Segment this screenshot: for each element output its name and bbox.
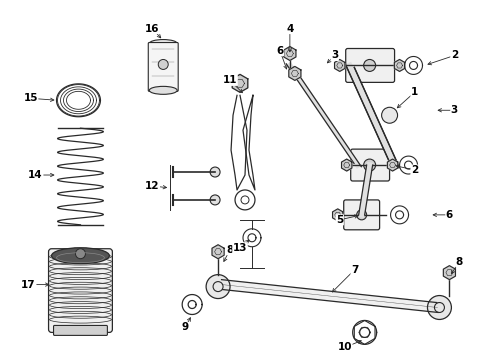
Text: 16: 16 xyxy=(145,24,159,33)
Text: 9: 9 xyxy=(181,323,188,332)
Text: 6: 6 xyxy=(276,45,283,55)
Polygon shape xyxy=(221,280,437,312)
Circle shape xyxy=(381,107,397,123)
Circle shape xyxy=(363,59,375,71)
Circle shape xyxy=(158,59,168,69)
Text: 7: 7 xyxy=(350,265,358,275)
Polygon shape xyxy=(341,159,351,171)
Text: 2: 2 xyxy=(410,165,417,175)
Text: 14: 14 xyxy=(28,170,43,180)
Polygon shape xyxy=(332,209,342,221)
Polygon shape xyxy=(334,59,344,71)
Text: 13: 13 xyxy=(232,243,247,253)
Polygon shape xyxy=(443,266,454,280)
Text: 11: 11 xyxy=(223,75,237,85)
FancyBboxPatch shape xyxy=(345,49,394,82)
Text: 1: 1 xyxy=(410,87,417,97)
FancyBboxPatch shape xyxy=(53,325,107,336)
Circle shape xyxy=(75,249,85,259)
FancyBboxPatch shape xyxy=(48,249,112,332)
Text: 12: 12 xyxy=(145,181,159,191)
Circle shape xyxy=(210,195,220,205)
FancyBboxPatch shape xyxy=(350,149,389,181)
Text: 6: 6 xyxy=(445,210,452,220)
Circle shape xyxy=(210,167,220,177)
Ellipse shape xyxy=(149,86,177,94)
Text: 10: 10 xyxy=(337,342,351,352)
Polygon shape xyxy=(386,159,397,171)
Text: 15: 15 xyxy=(23,93,38,103)
Circle shape xyxy=(427,296,450,319)
Ellipse shape xyxy=(51,248,109,264)
Circle shape xyxy=(356,210,366,220)
Polygon shape xyxy=(393,59,404,71)
Text: 17: 17 xyxy=(21,280,36,289)
Polygon shape xyxy=(212,245,224,259)
FancyBboxPatch shape xyxy=(148,42,178,91)
Text: 2: 2 xyxy=(450,50,457,60)
Polygon shape xyxy=(288,67,300,80)
Text: 3: 3 xyxy=(450,105,457,115)
Ellipse shape xyxy=(149,40,177,48)
Text: 4: 4 xyxy=(285,24,293,33)
Circle shape xyxy=(205,275,229,298)
Text: 8: 8 xyxy=(226,245,233,255)
Text: 3: 3 xyxy=(330,50,338,60)
Polygon shape xyxy=(232,75,247,92)
Circle shape xyxy=(363,159,375,171)
FancyBboxPatch shape xyxy=(343,200,379,230)
Text: 5: 5 xyxy=(335,215,343,225)
Text: 8: 8 xyxy=(455,257,462,267)
Polygon shape xyxy=(283,46,295,60)
